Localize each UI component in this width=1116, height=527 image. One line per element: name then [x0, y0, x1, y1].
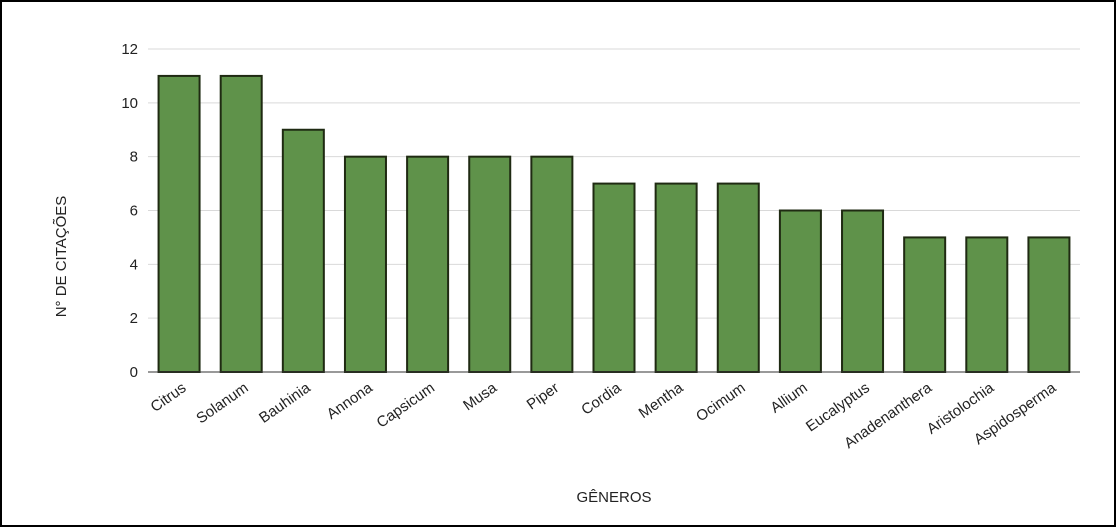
x-tick-label: Annona [324, 379, 377, 423]
x-tick-label: Citrus [148, 379, 190, 415]
x-axis-title: GÊNEROS [576, 489, 651, 506]
y-tick-label: 6 [130, 203, 138, 220]
y-tick-label: 10 [121, 95, 138, 112]
bar-allium [778, 209, 822, 373]
bar-solanum [219, 74, 263, 374]
bar-annona [343, 155, 387, 373]
y-tick-label: 0 [130, 364, 138, 381]
bar-aristolochia [965, 236, 1009, 373]
bar-capsicum [406, 155, 450, 373]
y-tick-label: 12 [121, 41, 138, 58]
bar-bauhinia [281, 128, 325, 373]
bar-ocimum [716, 182, 760, 373]
bars [157, 74, 1071, 374]
bar-anadenanthera [903, 236, 947, 373]
x-tick-label: Cordia [578, 379, 624, 419]
y-tick-label: 8 [130, 149, 138, 166]
bar-cordia [592, 182, 636, 373]
bar-musa [468, 155, 512, 373]
y-axis-title: N° DE CITAÇÕES [53, 196, 70, 318]
x-tick-label: Capsicum [374, 379, 438, 431]
bar-citrus [157, 74, 201, 374]
x-tick-label: Solanum [193, 379, 251, 427]
x-tick-label: Allium [767, 379, 810, 416]
bar-eucalyptus [841, 209, 885, 373]
x-tick-label: Mentha [636, 379, 687, 422]
bar-aspidosperma [1027, 236, 1071, 373]
y-tick-labels: 0 2 4 6 8 10 12 [121, 41, 138, 381]
y-tick-label: 4 [130, 256, 138, 273]
bar-mentha [654, 182, 698, 373]
x-tick-label: Ocimum [693, 379, 748, 425]
x-tick-label: Musa [460, 379, 500, 414]
x-tick-label: Piper [524, 379, 562, 413]
bar-piper [530, 155, 574, 373]
y-tick-label: 2 [130, 310, 138, 327]
x-tick-label: Bauhinia [256, 379, 314, 427]
